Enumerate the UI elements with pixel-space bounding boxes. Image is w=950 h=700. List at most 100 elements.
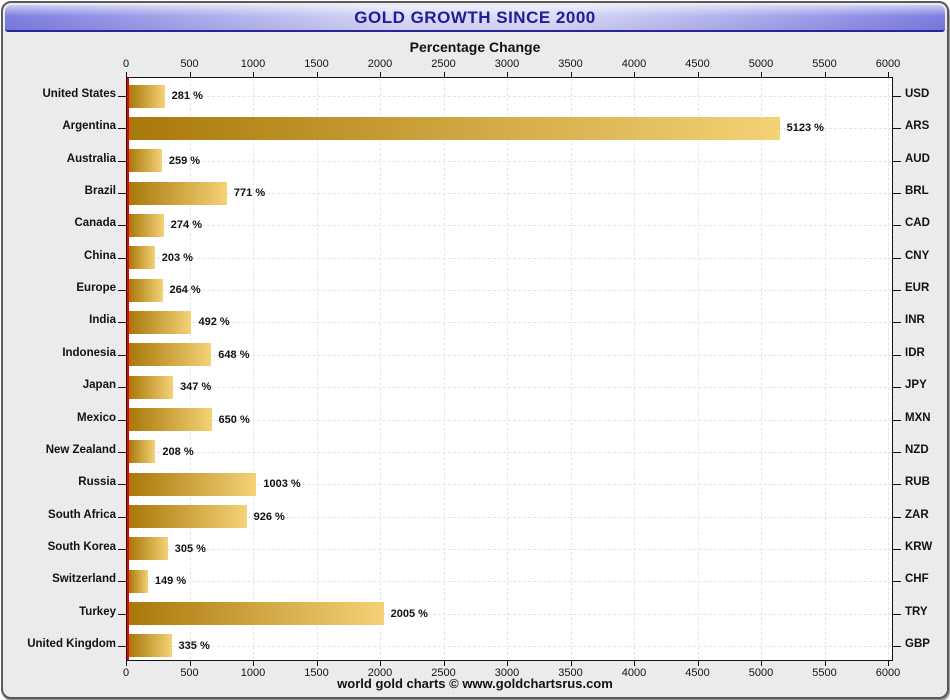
gridline-horizontal [127, 96, 892, 97]
x-axis-tick-bottom [507, 661, 508, 666]
x-axis-label-top: 6000 [875, 58, 901, 70]
category-tick [118, 451, 126, 453]
currency-label: RUB [905, 476, 930, 489]
country-label: China [84, 249, 116, 262]
gridline-horizontal [127, 484, 892, 486]
currency-label: NZD [905, 443, 929, 456]
country-label: Australia [66, 152, 116, 165]
chart-area: 281 % 5123 % 259 % 771 % 274 % 203 % 264 % 492 … [3, 3, 947, 697]
currency-label: JPY [905, 379, 927, 392]
country-label: Mexico [77, 411, 116, 424]
bar-value-label: 264 % [169, 284, 201, 297]
bar [129, 116, 780, 140]
currency-tick [893, 322, 901, 324]
category-tick [118, 548, 126, 550]
x-axis-label-top: 1000 [240, 58, 266, 70]
x-axis-label-bottom: 6000 [875, 667, 901, 679]
x-axis-label-bottom: 4000 [621, 667, 647, 679]
country-label: Brazil [84, 185, 116, 198]
bar [129, 569, 148, 593]
x-axis-label-top: 2000 [367, 58, 393, 70]
x-axis-tick-top [443, 72, 445, 77]
currency-tick [893, 354, 901, 356]
bar-value-label: 259 % [168, 154, 201, 167]
currency-label: ZAR [905, 508, 929, 521]
footer-credit: world gold charts © www.goldchartsrus.co… [337, 676, 613, 691]
currency-label: INR [905, 314, 925, 327]
country-label: India [89, 314, 116, 327]
bar-value-label: 771 % [233, 187, 266, 200]
category-tick [118, 581, 126, 583]
x-axis-label-bottom: 5500 [812, 667, 837, 679]
gridline-horizontal [127, 516, 892, 518]
x-axis-label-top: 5500 [812, 58, 837, 70]
category-tick [118, 193, 126, 195]
category-tick [118, 613, 126, 615]
category-tick [118, 387, 126, 389]
gridline-vertical [824, 78, 826, 660]
x-axis-tick-top [126, 72, 127, 77]
currency-label: CNY [905, 249, 930, 262]
bar [129, 537, 168, 561]
currency-label: KRW [905, 540, 933, 553]
country-label: South Korea [47, 540, 116, 553]
category-tick [118, 160, 126, 162]
x-axis-tick-bottom [253, 661, 254, 666]
currency-label: CAD [905, 217, 930, 230]
gridline-vertical [443, 78, 445, 660]
gridline-horizontal [127, 225, 892, 227]
bar [129, 375, 174, 399]
gridline-vertical [253, 78, 254, 660]
country-label: United States [42, 88, 117, 100]
currency-tick [893, 613, 901, 615]
bar [129, 408, 212, 431]
bar [129, 634, 172, 658]
bar [129, 310, 192, 334]
gridline-horizontal [127, 548, 892, 550]
bar-value-label: 648 % [218, 348, 250, 361]
gridline-vertical [380, 78, 381, 660]
gridline-horizontal [127, 257, 892, 259]
x-axis-tick-top [697, 72, 699, 77]
currency-label: ARS [905, 120, 930, 133]
currency-label: TRY [905, 605, 928, 618]
zero-axis-line [127, 78, 129, 660]
x-axis-tick-bottom [570, 661, 572, 666]
x-axis-label-top: 4500 [685, 58, 710, 70]
x-axis-label-bottom: 1000 [240, 667, 266, 679]
x-axis-label-bottom: 2500 [431, 667, 456, 679]
x-axis-tick-bottom [634, 661, 635, 666]
gridline-vertical [507, 78, 508, 660]
currency-tick [893, 516, 901, 518]
bar-value-label: 5123 % [786, 122, 824, 135]
bar [129, 472, 257, 496]
x-axis-label-bottom: 5000 [748, 667, 774, 679]
currency-tick [893, 419, 901, 421]
currency-label: EUR [905, 282, 930, 295]
x-axis-tick-bottom [316, 661, 318, 666]
bar [129, 246, 155, 270]
category-tick [118, 516, 126, 518]
x-axis-label-top: 0 [122, 58, 130, 70]
currency-tick [893, 548, 901, 550]
x-axis-tick-bottom [380, 661, 381, 666]
bar-value-label: 274 % [170, 219, 202, 232]
currency-tick [893, 225, 901, 227]
bar-value-label: 926 % [253, 510, 285, 523]
gridline-horizontal [127, 290, 892, 292]
gridline-horizontal [127, 354, 892, 356]
x-axis-label-top: 4000 [621, 58, 647, 70]
x-axis-label-bottom: 3500 [558, 667, 583, 679]
currency-label: CHF [905, 573, 929, 586]
category-tick [118, 290, 126, 292]
bar-value-label: 2005 % [390, 607, 428, 620]
bar-value-label: 492 % [198, 316, 230, 329]
category-tick [118, 484, 126, 486]
gridline-vertical [570, 78, 572, 660]
country-label: Turkey [79, 605, 116, 618]
axis-title: Percentage Change [409, 39, 541, 55]
currency-tick [893, 257, 901, 259]
x-axis-tick-top [380, 72, 381, 77]
currency-tick [893, 160, 901, 162]
x-axis-label-bottom: 4500 [685, 667, 710, 679]
